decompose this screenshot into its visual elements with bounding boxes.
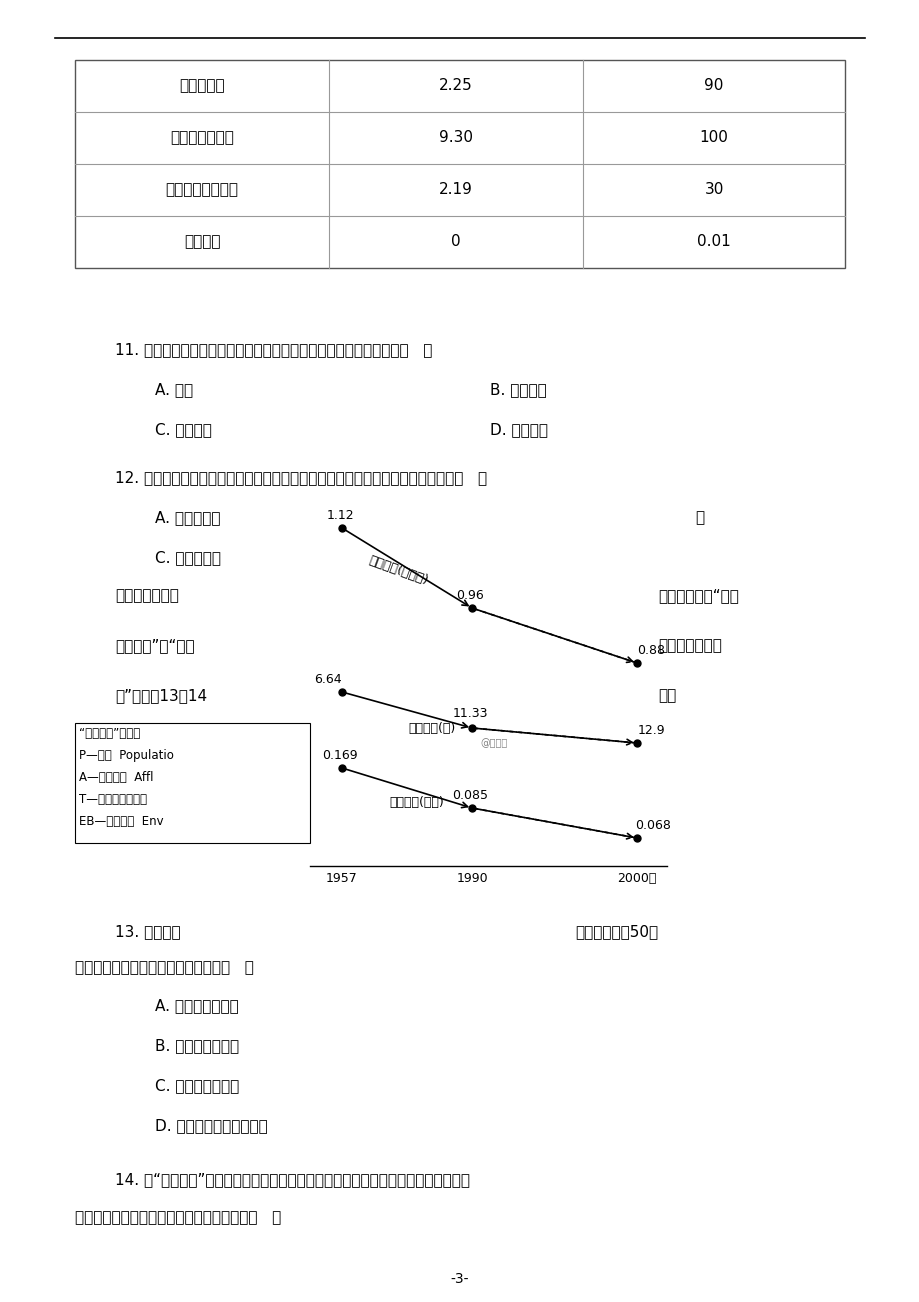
Text: 亚热带季风气候: 亚热带季风气候 [170,130,233,146]
Text: 90: 90 [704,78,723,94]
Text: 11.33: 11.33 [452,707,487,720]
Text: 环境的承载能力: 环境的承载能力 [115,589,178,603]
Text: 9.30: 9.30 [438,130,472,146]
Text: T—创造财富的技术: T—创造财富的技术 [79,793,147,806]
Text: 题。: 题。 [657,687,675,703]
Text: B. 总人口数在增加: B. 总人口数在增加 [154,1038,239,1053]
Text: 2000年: 2000年 [617,872,656,885]
Text: 2.25: 2.25 [438,78,472,94]
Text: A. 地形: A. 地形 [154,381,193,397]
Text: 1990: 1990 [456,872,487,885]
Text: D. 生产技术: D. 生产技术 [490,422,548,437]
Bar [75,723,310,842]
Text: B. 生物资源: B. 生物资源 [490,381,546,397]
Text: 14. 从“环境负担”公式中可以看出，创造财富的技术水平的提高能减轻环境负担，下: 14. 从“环境负担”公式中可以看出，创造财富的技术水平的提高能减轻环境负担，下 [115,1172,470,1187]
Bar [75,60,844,268]
Text: 能反映我国近50年: 能反映我国近50年 [574,924,657,939]
Text: 13. 上图中最: 13. 上图中最 [115,924,180,939]
Text: 1957: 1957 [325,872,357,885]
Text: 人均耕地(公顿): 人均耕地(公顿) [390,796,444,809]
Text: 30: 30 [704,182,723,198]
Text: @正确云: @正确云 [480,738,506,749]
Text: 2.19: 2.19 [438,182,472,198]
Text: 0.068: 0.068 [634,819,670,832]
Text: 100: 100 [699,130,728,146]
Text: C. 社会经济: C. 社会经济 [154,422,211,437]
Text: 耕地面积(亿公顿): 耕地面积(亿公顿) [367,553,430,587]
Text: 12.9: 12.9 [637,724,664,737]
Text: -3-: -3- [450,1272,469,1286]
Text: A. 热带雨林气: A. 热带雨林气 [154,510,221,525]
Text: A—消费程度  Affl: A—消费程度 Affl [79,771,153,784]
Text: 人口与耕地变化: 人口与耕地变化 [657,638,721,654]
Text: C. 地中海气候: C. 地中海气候 [154,549,221,565]
Text: 地中海气候: 地中海气候 [179,78,224,94]
Text: 12. 目前，下列气候类型所在地区远远没有达到人口合理容量和人口合理密度的是（   ）: 12. 目前，下列气候类型所在地区远远没有达到人口合理容量和人口合理密度的是（ … [115,470,486,486]
Text: EB—环境负担  Env: EB—环境负担 Env [79,815,164,828]
Text: 6.64: 6.64 [314,673,342,686]
Text: 0.085: 0.085 [451,789,487,802]
Text: 图”，回等13～14: 图”，回等13～14 [115,687,207,703]
Text: 0: 0 [451,234,460,250]
Text: 苔原气候: 苔原气候 [184,234,220,250]
Text: C. 人均耕地在减少: C. 人均耕地在减少 [154,1078,239,1092]
Text: 来人口与耕地的环境负担在加重的是（   ）: 来人口与耕地的环境负担在加重的是（ ） [75,960,254,975]
Text: 是有限的，读“环境: 是有限的，读“环境 [657,589,738,603]
Text: 0.169: 0.169 [322,749,357,762]
Text: 0.96: 0.96 [456,589,483,602]
Text: 11. 表格中人口合理容量和人口合理密度的测算，考虑的主要因素是（   ）: 11. 表格中人口合理容量和人口合理密度的测算，考虑的主要因素是（ ） [115,342,432,357]
Text: “环境负担”公式：: “环境负担”公式： [79,727,140,740]
Text: P—人口  Populatio: P—人口 Populatio [79,749,174,762]
Text: 总人口数(亿): 总人口数(亿) [408,723,455,736]
Text: 负担公式”和“我国: 负担公式”和“我国 [115,638,195,654]
Text: 0.01: 0.01 [697,234,731,250]
Text: 列措施能因此减轻人口与耕地环境负担的是（   ）: 列措施能因此减轻人口与耕地环境负担的是（ ） [75,1210,281,1225]
Text: 1.12: 1.12 [326,509,354,522]
Text: 亚寒带针叶林气候: 亚寒带针叶林气候 [165,182,238,198]
Text: D. 耕地环境没有出现负担: D. 耕地环境没有出现负担 [154,1118,267,1133]
Text: A. 耕地面积在减少: A. 耕地面积在减少 [154,999,239,1013]
Text: 候: 候 [694,510,703,525]
Text: 0.88: 0.88 [636,644,664,658]
